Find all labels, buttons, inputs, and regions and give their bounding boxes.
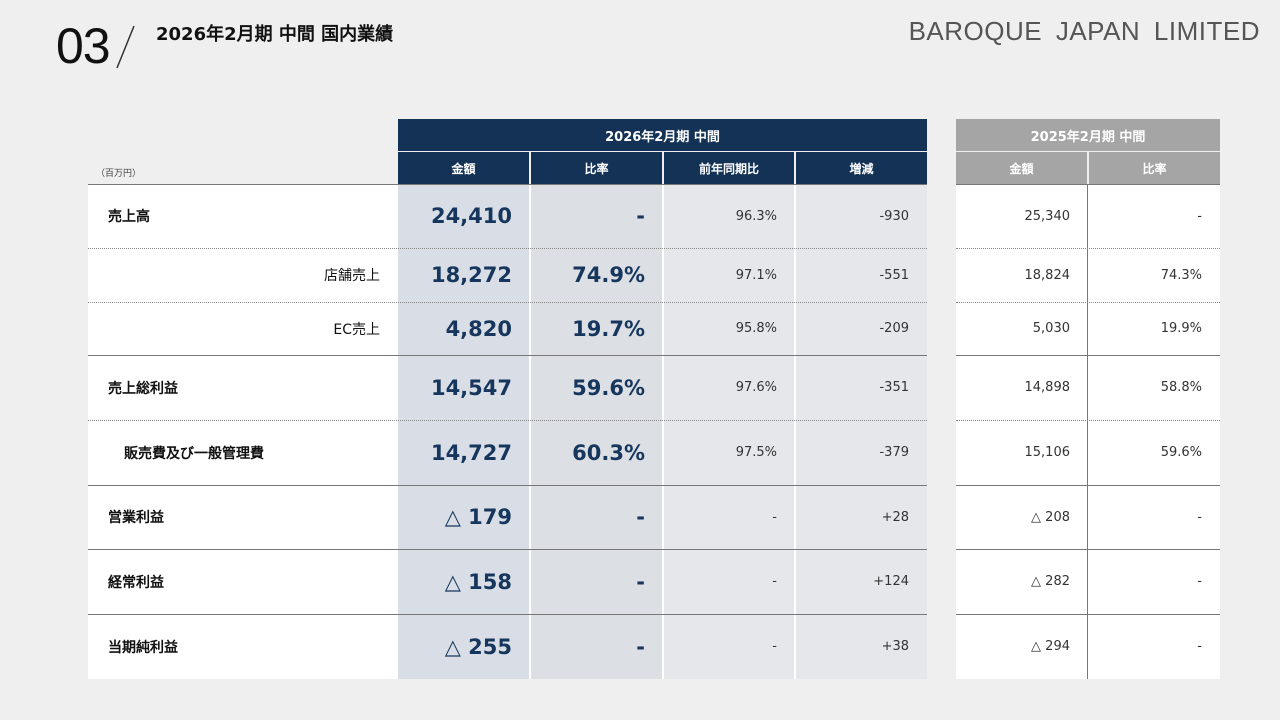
prior-col-header-amount: 金額 — [956, 152, 1087, 184]
unit-label: （百万円） — [96, 169, 142, 179]
yoy-cell: 97.5% — [735, 445, 777, 460]
label-column-bg — [88, 184, 398, 679]
row-divider — [956, 420, 1220, 421]
row-divider — [88, 614, 927, 615]
row-label: 売上高 — [108, 209, 150, 225]
row-divider — [88, 549, 927, 550]
ratio-cell: - — [636, 569, 645, 594]
row-divider — [88, 184, 927, 185]
col-separator — [794, 184, 796, 679]
row-divider — [88, 420, 927, 421]
prior-ratio-cell: - — [1197, 574, 1202, 589]
yoy-cell: - — [772, 509, 777, 525]
ratio-cell: 74.9% — [572, 263, 645, 287]
row-divider — [956, 302, 1220, 303]
amount-column-bg — [398, 184, 530, 679]
prior-ratio-cell: 59.6% — [1160, 445, 1202, 460]
diff-cell: +38 — [881, 639, 909, 654]
yoy-cell: 97.1% — [735, 267, 777, 283]
diff-cell: -351 — [879, 380, 909, 395]
prior-ratio-cell: - — [1197, 509, 1202, 525]
row-label: 店舗売上 — [324, 268, 380, 284]
row-label: 当期純利益 — [108, 639, 178, 656]
row-divider — [956, 614, 1220, 615]
amount-cell: △ 255 — [444, 634, 512, 659]
ratio-column-bg — [530, 184, 663, 679]
diff-column-bg — [795, 184, 927, 679]
row-divider — [956, 184, 1220, 185]
row-label: 販売費及び一般管理費 — [124, 445, 264, 462]
col-header-ratio: 比率 — [531, 152, 662, 184]
yoy-column-bg — [663, 184, 795, 679]
yoy-cell: 97.6% — [735, 380, 777, 395]
row-divider — [88, 355, 927, 356]
prior-period-header: 2025年2月期 中間 — [956, 119, 1220, 151]
row-label: 営業利益 — [108, 510, 164, 526]
row-label: 売上総利益 — [108, 380, 178, 397]
prior-amount-cell: 25,340 — [1024, 208, 1071, 224]
yoy-cell: 95.8% — [735, 321, 777, 336]
row-label: 経常利益 — [108, 574, 164, 591]
col-header-amount: 金額 — [398, 152, 529, 184]
prior-amount-cell: 14,898 — [1024, 380, 1071, 395]
diff-cell: -209 — [879, 321, 909, 336]
diff-cell: +124 — [873, 574, 909, 589]
prior-ratio-cell: - — [1197, 208, 1202, 224]
yoy-cell: - — [772, 639, 777, 654]
amount-cell: △ 179 — [444, 505, 512, 529]
col-header-yoy: 前年同期比 — [664, 152, 794, 184]
prior-amount-cell: △ 294 — [1031, 639, 1070, 654]
yoy-cell: 96.3% — [735, 208, 777, 224]
current-period-header: 2026年2月期 中間 — [398, 119, 927, 151]
row-divider — [88, 302, 927, 303]
prior-amount-cell: 18,824 — [1024, 267, 1071, 283]
row-divider — [88, 485, 927, 486]
ratio-cell: - — [636, 505, 645, 529]
amount-cell: 18,272 — [430, 263, 512, 287]
row-divider — [956, 248, 1220, 249]
row-label: EC売上 — [333, 321, 380, 338]
diff-cell: -551 — [879, 267, 909, 283]
amount-cell: 4,820 — [445, 316, 512, 341]
slash-divider-icon — [116, 25, 135, 69]
ratio-cell: - — [636, 204, 645, 228]
prior-column-bg — [956, 184, 1220, 679]
row-divider — [956, 355, 1220, 356]
ratio-cell: 59.6% — [572, 375, 645, 400]
diff-cell: -930 — [879, 208, 909, 224]
prior-amount-cell: 5,030 — [1032, 321, 1070, 336]
amount-cell: 14,547 — [430, 375, 512, 400]
prior-amount-cell: 15,106 — [1024, 445, 1071, 460]
prior-ratio-cell: - — [1197, 639, 1202, 654]
ratio-cell: 19.7% — [572, 316, 645, 341]
prior-col-header-ratio: 比率 — [1089, 152, 1220, 184]
prior-ratio-cell: 74.3% — [1160, 267, 1202, 283]
col-header-diff: 増減 — [796, 152, 927, 184]
amount-cell: 14,727 — [430, 440, 512, 465]
page-title: 2026年2月期 中間 国内業績 — [156, 24, 394, 45]
amount-cell: 24,410 — [430, 204, 512, 228]
row-divider — [88, 248, 927, 249]
section-number: 03 — [56, 18, 111, 74]
prior-ratio-cell: 19.9% — [1160, 321, 1202, 336]
row-divider — [956, 485, 1220, 486]
ratio-cell: - — [636, 634, 645, 659]
col-separator — [529, 184, 531, 679]
prior-col-separator — [1087, 184, 1088, 679]
diff-cell: -379 — [879, 445, 909, 460]
brand-logo: BAROQUE JAPAN LIMITED — [908, 16, 1260, 46]
prior-amount-cell: △ 208 — [1031, 509, 1070, 525]
prior-amount-cell: △ 282 — [1031, 574, 1070, 589]
diff-cell: +28 — [881, 509, 909, 525]
row-divider — [956, 549, 1220, 550]
col-separator — [662, 184, 664, 679]
ratio-cell: 60.3% — [572, 440, 645, 465]
yoy-cell: - — [772, 574, 777, 589]
amount-cell: △ 158 — [444, 569, 512, 594]
prior-ratio-cell: 58.8% — [1160, 380, 1202, 395]
